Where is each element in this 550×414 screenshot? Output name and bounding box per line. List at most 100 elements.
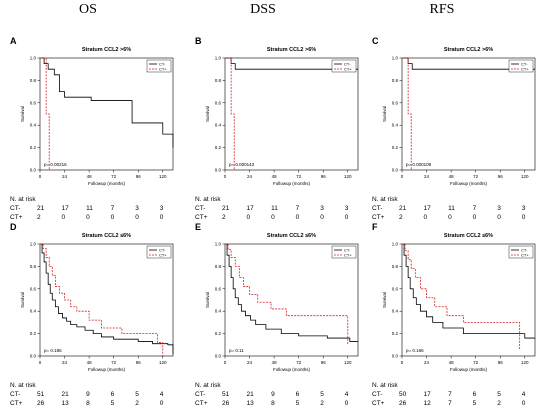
x-axis-label: Followup (months) [273, 181, 311, 186]
y-tick-label: 0.4 [215, 123, 222, 128]
chart-title: Stratum CCL2 >6% [444, 47, 493, 53]
y-axis-label: Survival [382, 292, 387, 308]
y-tick-label: 0.8 [392, 78, 399, 83]
legend-label: CT+ [344, 67, 352, 72]
legend-label: CT- [159, 62, 166, 67]
chart-title: Stratum CCL2 ≤6% [82, 233, 131, 239]
risk-count: 21 [399, 205, 407, 212]
risk-count: 6 [295, 391, 300, 398]
risk-count: 0 [295, 214, 300, 221]
risk-count: 3 [320, 205, 324, 212]
risk-count: 3 [344, 205, 349, 212]
x-tick-label: 120 [521, 174, 529, 179]
p-value: p= 0.000108 [406, 162, 432, 167]
risk-count: 2 [222, 214, 226, 221]
y-tick-label: 0.6 [392, 100, 399, 105]
chart-panel-a: A Stratum CCL2 >6% 0 24 48 72 96 120 0.0 0.2 0.4 0.… [10, 36, 185, 226]
risk-count: 0 [423, 214, 428, 221]
risk-count: 2 [320, 400, 324, 407]
y-tick-label: 1.0 [30, 242, 37, 247]
risk-count: 3 [521, 205, 526, 212]
risk-count: 0 [320, 214, 324, 221]
risk-count: 0 [86, 214, 90, 221]
risk-count: 5 [497, 391, 501, 398]
y-tick-label: 0.8 [215, 78, 222, 83]
legend-label: CT- [521, 62, 528, 67]
y-tick-label: 1.0 [215, 242, 222, 247]
x-tick-label: 96 [321, 360, 327, 365]
y-axis-label: Survival [20, 292, 25, 308]
risk-count: 17 [246, 205, 254, 212]
y-tick-label: 1.0 [392, 56, 399, 61]
panel-letter: E [195, 222, 202, 232]
x-tick-label: 0 [39, 360, 42, 365]
x-tick-label: 72 [296, 174, 302, 179]
x-tick-label: 24 [424, 360, 430, 365]
survival-chart: Stratum CCL2 >6% 0 24 48 72 96 120 0.0 0.2 0.4 0.6… [382, 47, 536, 186]
y-tick-label: 0.4 [30, 309, 37, 314]
p-value: p= 0.166 [406, 348, 424, 353]
x-tick-label: 120 [159, 360, 167, 365]
risk-count: 9 [86, 391, 90, 398]
plot-frame [401, 57, 536, 171]
y-axis-label: Survival [382, 106, 387, 122]
y-tick-label: 0.2 [30, 145, 37, 150]
risk-count: 17 [61, 205, 69, 212]
y-tick-label: 0.2 [215, 145, 222, 150]
plot-frame [224, 243, 359, 357]
risk-row-label: CT+ [10, 214, 23, 221]
risk-count: 0 [61, 214, 66, 221]
survival-chart: Stratum CCL2 ≤6% 0 24 48 72 96 120 0.0 0.2 0.4 0.6… [20, 233, 174, 372]
y-tick-label: 0.2 [30, 331, 37, 336]
risk-count: 7 [110, 205, 115, 212]
plot-frame [224, 57, 359, 171]
legend-label: CT- [521, 248, 528, 253]
risk-count: 0 [472, 214, 477, 221]
risk-row-label: CT+ [372, 214, 385, 221]
survival-curve-ct-minus [225, 243, 358, 342]
risk-count: 21 [246, 391, 254, 398]
x-tick-label: 96 [136, 360, 142, 365]
chart-title: Stratum CCL2 ≤6% [444, 233, 493, 239]
risk-count: 26 [399, 400, 407, 407]
risk-row-label: CT- [372, 205, 383, 212]
y-tick-label: 0.4 [392, 309, 399, 314]
x-axis-label: Followup (months) [273, 367, 311, 372]
chart-title: Stratum CCL2 >6% [82, 47, 131, 53]
p-value: p= 0.000143 [229, 162, 255, 167]
y-tick-label: 0.8 [392, 264, 399, 269]
y-tick-label: 0.2 [215, 331, 222, 336]
survival-curve-ct-plus [225, 57, 235, 170]
x-tick-label: 72 [473, 174, 479, 179]
risk-count: 0 [521, 400, 526, 407]
risk-count: 7 [448, 400, 452, 407]
survival-chart: Stratum CCL2 >6% 0 24 48 72 96 120 0.0 0.2 0.4 0.6… [205, 47, 359, 186]
chart-panel-d: D Stratum CCL2 ≤6% 0 24 48 72 96 120 0.0 0.2 0.4 0.… [10, 222, 185, 412]
y-tick-label: 0.4 [215, 309, 222, 314]
x-tick-label: 120 [344, 174, 352, 179]
y-axis-label: Survival [205, 106, 210, 122]
risk-header-label: N. at risk [195, 382, 221, 389]
risk-count: 21 [61, 391, 69, 398]
legend-label: CT+ [159, 67, 167, 72]
legend-label: CT+ [159, 253, 167, 258]
risk-count: 8 [271, 400, 275, 407]
risk-count: 51 [37, 391, 45, 398]
risk-count: 2 [37, 214, 41, 221]
risk-row-label: CT+ [372, 400, 385, 407]
panel-letter: F [372, 222, 378, 232]
p-value: p= 0.186 [44, 348, 62, 353]
risk-row-label: CT- [195, 391, 206, 398]
survival-curve-ct-minus [40, 57, 174, 148]
x-tick-label: 24 [247, 174, 253, 179]
legend-label: CT+ [521, 67, 529, 72]
risk-count: 0 [344, 214, 349, 221]
risk-count: 0 [110, 214, 115, 221]
risk-count: 0 [246, 214, 251, 221]
risk-count: 12 [423, 400, 431, 407]
legend-label: CT+ [344, 253, 352, 258]
chart-panel-c: C Stratum CCL2 >6% 0 24 48 72 96 120 0.0 0.2 0.4 0.… [372, 36, 547, 226]
risk-count: 17 [423, 391, 431, 398]
survival-chart: Stratum CCL2 ≤6% 0 24 48 72 96 120 0.0 0.2 0.4 0.6… [382, 233, 536, 372]
x-tick-label: 48 [449, 360, 455, 365]
